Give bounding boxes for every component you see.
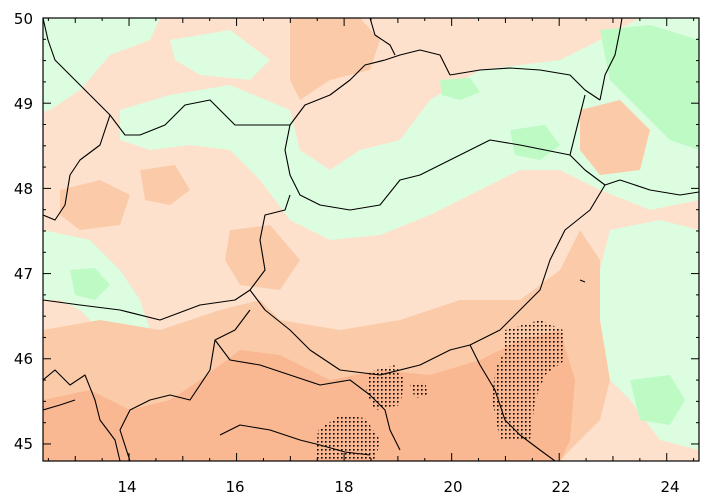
border-croatia-bosnia [214,339,401,451]
y-tick-label-47: 47 [14,265,33,283]
stipple-area-1 [492,320,565,440]
x-tick-label-14: 14 [117,478,136,496]
border-czech-germany [43,18,290,136]
border-austria-hungary [249,194,291,291]
stipple-area-3 [410,382,428,398]
y-tick-label-48: 48 [14,180,33,198]
y-tick-label-50: 50 [14,10,33,28]
green-patch-north-2 [510,125,560,160]
border-austria-germany [43,114,111,221]
border-czech-slovakia [289,49,451,126]
axis-ticks [43,17,699,461]
dark-salmon-region-south [43,330,575,461]
border-serbia-romania [469,344,556,461]
green-patch-se [630,375,685,425]
border-bosnia-south [219,424,371,456]
border-austria-italy-slovenia [43,289,251,321]
green-region-nw-upper [170,30,270,80]
salmon-region-west [60,180,130,230]
salmon-region-east-north [580,100,650,175]
salmon-region-center-west [140,165,190,205]
border-hungary-romania [469,184,606,346]
green-region-north [120,18,699,240]
x-tick-label-20: 20 [443,478,462,496]
country-borders [43,18,699,461]
border-hungary-serbia-croatia [249,289,471,376]
border-poland [369,18,623,101]
x-tick-label-18: 18 [334,478,353,496]
y-axis-labels: 50 49 48 47 46 45 [14,10,33,453]
border-slovenia-croatia [119,309,251,461]
x-tick-label-22: 22 [551,478,570,496]
green-patch-ne [600,25,699,150]
border-slovakia-hungary [284,94,586,211]
green-region-northwest [43,18,160,112]
border-ukraine-romania [569,154,699,196]
x-axis-labels: 14 16 18 20 22 24 [117,478,679,496]
dark-salmon-region-sw [43,410,80,461]
y-tick-label-45: 45 [14,435,33,453]
coast-adriatic [43,369,121,461]
x-tick-label-16: 16 [225,478,244,496]
green-patch-north-1 [440,78,480,100]
stipple-area-4 [315,415,380,461]
field-layer [43,18,699,461]
salmon-region-north [290,18,380,100]
green-patch-west [70,268,110,300]
y-tick-label-46: 46 [14,350,33,368]
x-tick-label-24: 24 [660,478,679,496]
y-tick-label-49: 49 [14,95,33,113]
border-romania-east [579,279,586,283]
stipple-area-2 [366,365,405,410]
